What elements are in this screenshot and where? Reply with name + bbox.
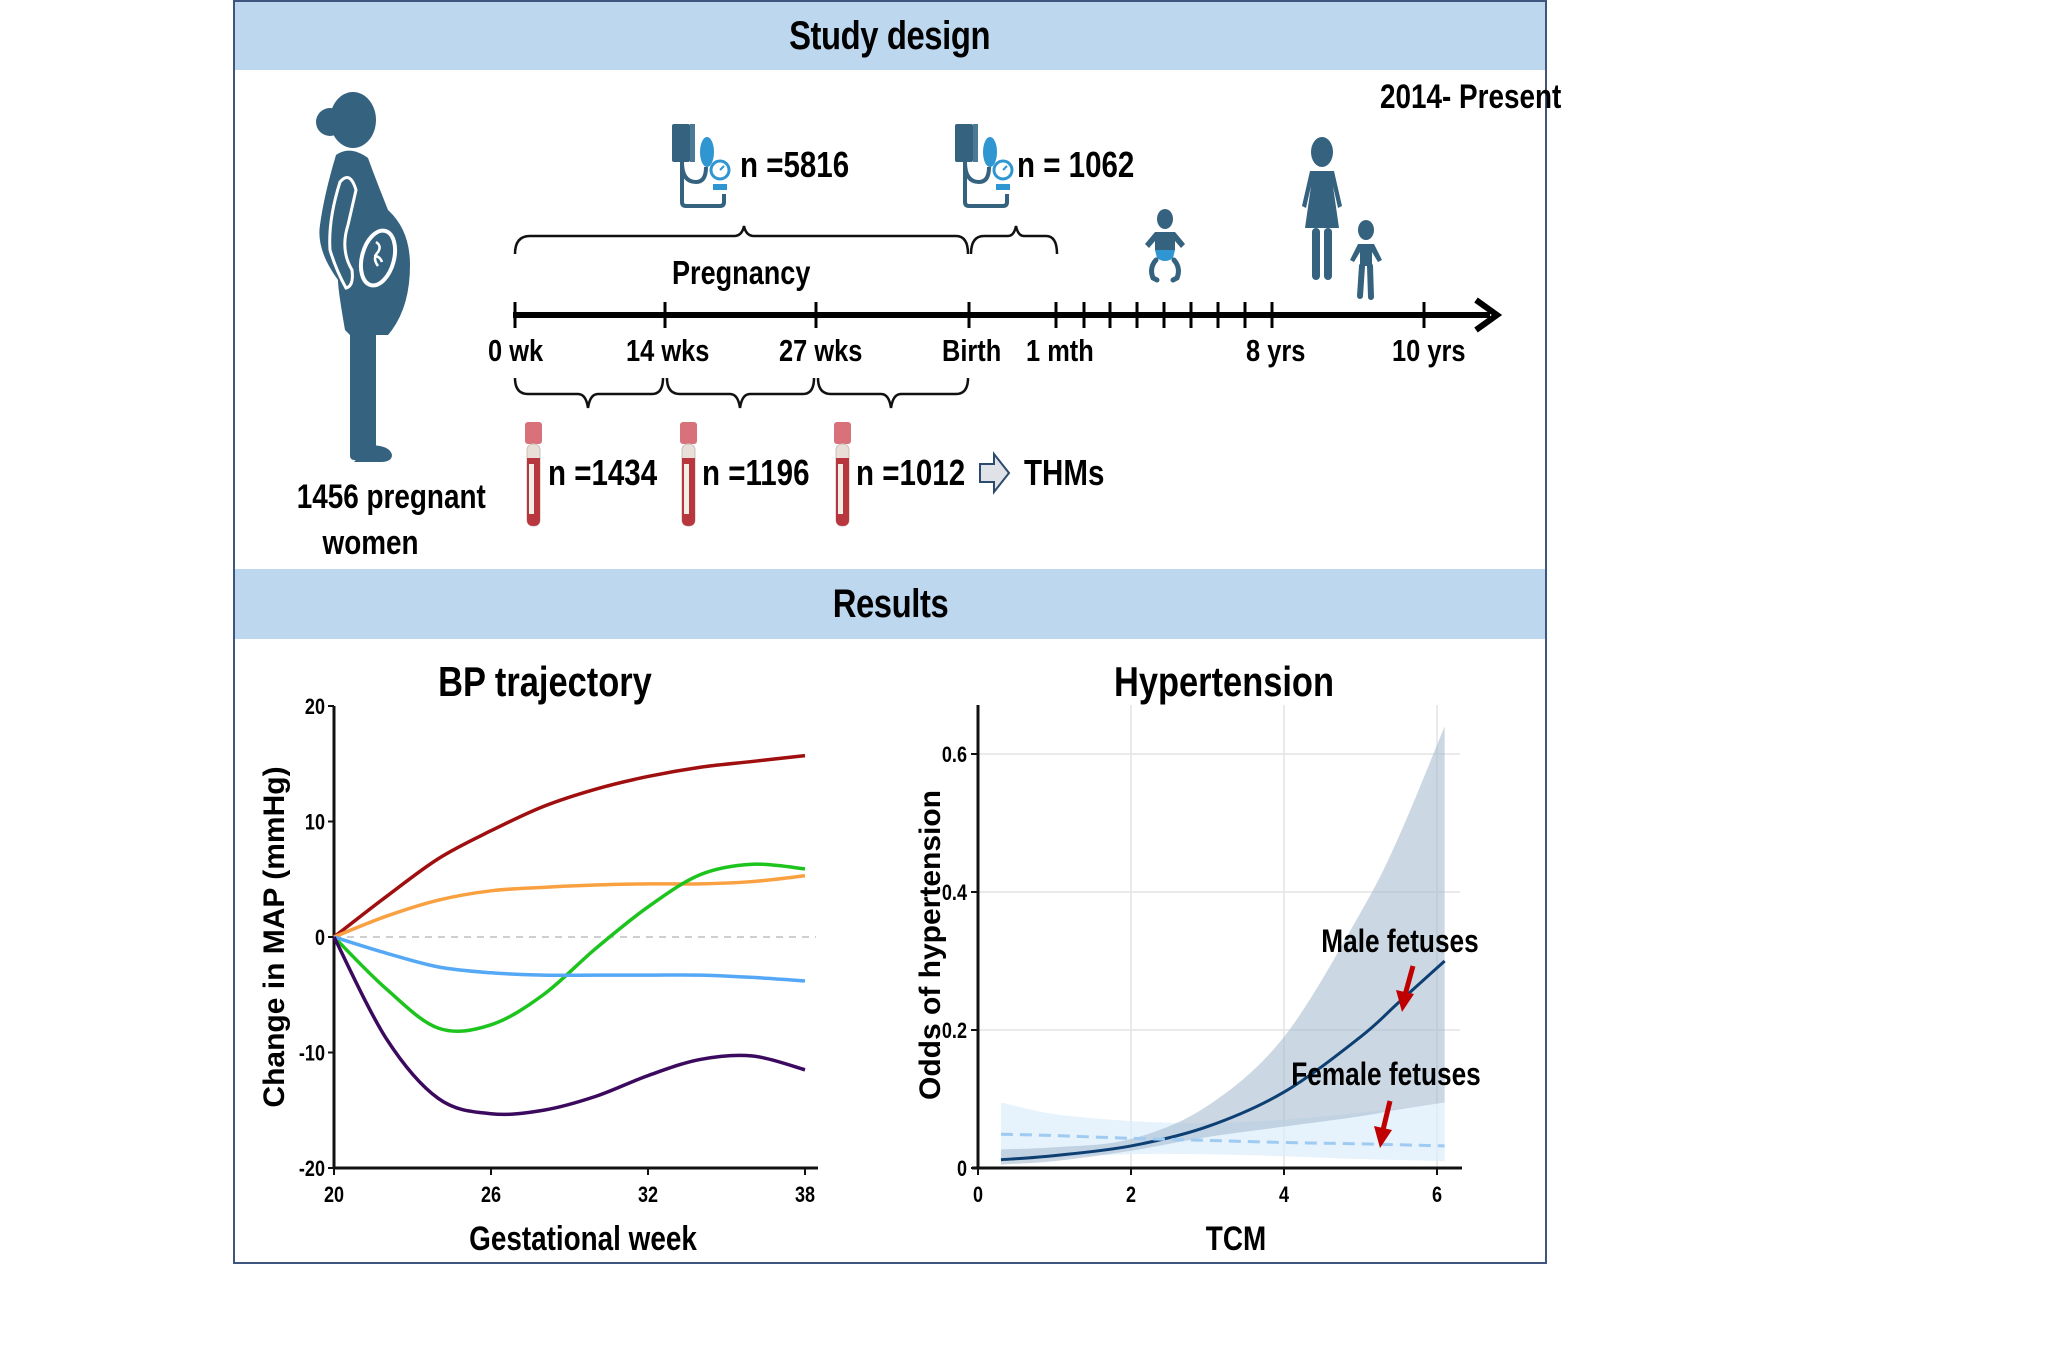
bp-y-axis-label: Change in MAP (mmHg) (258, 766, 291, 1107)
bp-trajectory-1-line (332, 753, 806, 939)
results-header: Results (235, 569, 1545, 639)
ht-x-tick-label: 4 (1279, 1183, 1290, 1207)
ht-x-tick-label: 2 (1126, 1183, 1136, 1207)
bp-y-tick-label: 0 (315, 926, 325, 950)
trimester-1-brace (513, 377, 665, 409)
exposure-label-text: THMs (1024, 452, 1105, 493)
timeline (513, 225, 1503, 409)
blood-tube-icon (525, 422, 542, 527)
bp-x-tick-label: 38 (795, 1183, 815, 1207)
ht-y-axis-label: Odds of hypertension (914, 790, 947, 1100)
timeline-ticks (513, 302, 1426, 328)
cohort-unit: women (322, 524, 420, 562)
timeline-label-text: 0 wk (488, 333, 544, 368)
ht-line-male (1000, 959, 1446, 1162)
bp-trajectory-5-line (332, 936, 806, 1117)
bp-y-tick-label: 10 (305, 811, 325, 835)
female-annotation-arrowhead (1374, 1126, 1392, 1148)
right-arrow-icon (979, 451, 1011, 495)
timeline-label-text: 10 yrs (1392, 333, 1466, 368)
timeline-label: Birth (942, 333, 1014, 369)
bp-pregnancy-count: n =5816 (740, 144, 873, 186)
timeline-arrowhead (1474, 297, 1503, 333)
timeline-label-text: 8 yrs (1246, 333, 1306, 368)
study-design-title: Study design (789, 13, 991, 58)
timeline-label-text: 14 wks (626, 333, 710, 368)
pregnancy-label: Pregnancy (672, 254, 841, 292)
ht-y-tick-label: 0.4 (942, 881, 968, 905)
male-annotation-arrow (1402, 965, 1416, 996)
timeline-label-text: 27 wks (779, 333, 863, 368)
female-fetuses-label: Female fetuses (1291, 1058, 1481, 1093)
bp-y-tick-label: -10 (299, 1042, 325, 1066)
baby-icon (1145, 209, 1185, 283)
ht-y-tick-label: 0.2 (942, 1019, 967, 1043)
bp-postnatal-count: n = 1062 (1017, 144, 1160, 186)
mother-child-icon (1302, 137, 1382, 300)
ht-y-tick-label: 0.6 (942, 743, 967, 767)
timeline-label: 1 mth (1026, 333, 1109, 369)
bp-x-tick-label: 26 (481, 1183, 501, 1207)
timeline-label: 27 wks (779, 333, 881, 369)
bp-x-tick-label: 20 (324, 1183, 344, 1207)
pregnancy-label-text: Pregnancy (672, 254, 811, 291)
exposure-label: THMs (1024, 452, 1122, 494)
blood-sample-count: n =1196 (702, 452, 833, 494)
bp-trajectory-2-line (333, 874, 806, 939)
timeline-label-text: Birth (942, 333, 1002, 368)
study-design-header: Study design (235, 2, 1545, 70)
ht-x-tick-label: 6 (1432, 1183, 1442, 1207)
timeline-label-text: 1 mth (1026, 333, 1094, 368)
trimester-3-brace (816, 377, 970, 409)
postnatal-brace (969, 225, 1059, 255)
blood-pressure-monitor-icon (955, 124, 1014, 208)
ht-x-axis-label: TCM (1206, 1219, 1266, 1257)
cohort-count: 1456 pregnant (296, 478, 486, 516)
bp-y-tick-label: 20 (305, 695, 325, 719)
study-period: 2014- Present (1380, 78, 1601, 117)
bp-trajectory-4-line (333, 935, 806, 983)
male-fetuses-label: Male fetuses (1321, 925, 1478, 960)
bp-x-tick-label: 32 (638, 1183, 658, 1207)
timeline-label: 8 yrs (1246, 333, 1318, 369)
timeline-label: 10 yrs (1392, 333, 1482, 369)
blood-sample-count: n =1012 (856, 452, 989, 494)
pregnancy-brace (513, 225, 970, 255)
blood-sample-count-text: n =1012 (856, 452, 966, 493)
bp-pregnancy-count-text: n =5816 (740, 144, 850, 185)
timeline-label: 14 wks (626, 333, 728, 369)
blood-tube-icon (680, 422, 697, 527)
bp-x-axis-label: Gestational week (469, 1219, 697, 1257)
male-annotation-arrowhead (1396, 990, 1414, 1012)
bp-chart-title: BP trajectory (438, 659, 652, 706)
bp-postnatal-count-text: n = 1062 (1017, 144, 1135, 185)
bp-y-tick-label: -20 (299, 1157, 325, 1181)
timeline-label: 0 wk (488, 333, 555, 369)
study-period-text: 2014- Present (1380, 78, 1562, 116)
female-annotation-arrow (1380, 1100, 1393, 1131)
pregnant-woman-icon (316, 92, 410, 462)
blood-pressure-monitor-icon (672, 124, 731, 208)
ht-y-tick-label: 0 (957, 1157, 967, 1181)
blood-tube-icon (834, 422, 851, 527)
ht-chart-title: Hypertension (1114, 659, 1334, 706)
blood-sample-count: n =1434 (548, 452, 681, 494)
ht-ci-band-male (1000, 726, 1445, 1165)
results-title: Results (832, 581, 948, 626)
ht-x-tick-label: 0 (973, 1183, 983, 1207)
blood-sample-count-text: n =1196 (702, 452, 810, 493)
blood-sample-count-text: n =1434 (548, 452, 658, 493)
cohort-label: 1456 pregnant women (276, 474, 486, 566)
trimester-2-brace (665, 377, 816, 409)
